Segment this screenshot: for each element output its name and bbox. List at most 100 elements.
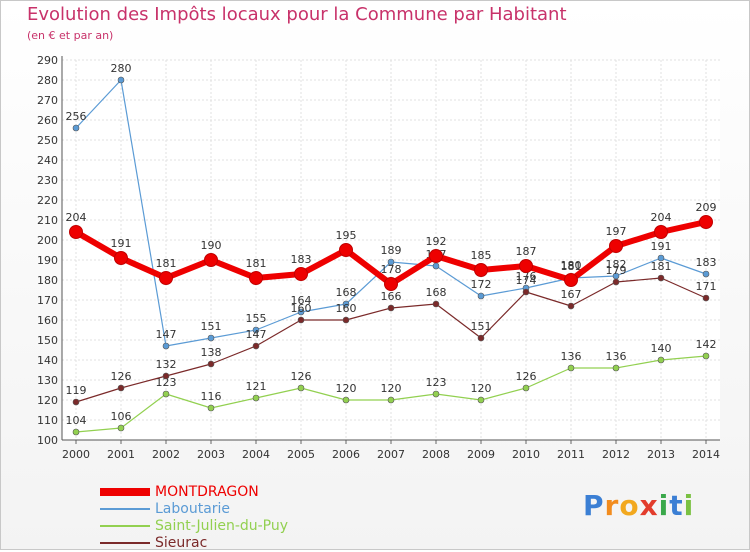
data-label-saint-julien-du-puy: 106 [111,410,132,423]
data-label-montdragon: 197 [606,225,627,238]
y-tick-label: 280 [37,74,58,87]
data-point-saint-julien-du-puy [297,384,305,392]
data-label-sieurac: 179 [606,264,627,277]
data-point-saint-julien-du-puy [477,396,485,404]
data-label-laboutarie: 168 [336,286,357,299]
data-label-montdragon: 181 [156,257,177,270]
data-label-sieurac: 138 [201,346,222,359]
legend-swatch [100,488,150,496]
data-point-sieurac [72,398,80,406]
data-point-sieurac [702,294,710,302]
data-point-montdragon [204,253,218,267]
data-point-saint-julien-du-puy [612,364,620,372]
data-point-montdragon [294,267,308,281]
data-label-montdragon: 192 [426,235,447,248]
data-point-montdragon [249,271,263,285]
data-point-saint-julien-du-puy [342,396,350,404]
legend-label: Laboutarie [155,501,231,517]
data-point-sieurac [522,288,530,296]
y-tick-label: 290 [37,54,58,67]
x-tick-label: 2009 [467,448,495,461]
data-label-saint-julien-du-puy: 116 [201,390,222,403]
x-tick-label: 2012 [602,448,630,461]
x-tick-label: 2007 [377,448,405,461]
data-point-saint-julien-du-puy [207,404,215,412]
data-label-montdragon: 180 [561,259,582,272]
data-point-montdragon [654,225,668,239]
legend-swatch [100,542,150,544]
y-tick-label: 140 [37,354,58,367]
data-label-montdragon: 178 [381,263,402,276]
data-point-saint-julien-du-puy [522,384,530,392]
legend-label: Saint-Julien-du-Puy [155,518,289,534]
y-tick-label: 240 [37,154,58,167]
data-point-laboutarie [297,308,305,316]
data-point-montdragon [474,263,488,277]
data-label-sieurac: 168 [426,286,447,299]
x-tick-label: 2011 [557,448,585,461]
data-point-laboutarie [477,292,485,300]
data-label-saint-julien-du-puy: 126 [516,370,537,383]
x-tick-label: 2005 [287,448,315,461]
data-label-laboutarie: 256 [66,110,87,123]
x-tick-label: 2001 [107,448,135,461]
legend-swatch [100,525,150,527]
data-label-saint-julien-du-puy: 120 [471,382,492,395]
y-tick-label: 270 [37,94,58,107]
data-point-saint-julien-du-puy [252,394,260,402]
data-label-sieurac: 132 [156,358,177,371]
x-tick-label: 2004 [242,448,270,461]
proxiti-logo: Proxiti [583,489,694,522]
data-point-sieurac [567,302,575,310]
data-label-sieurac: 119 [66,384,87,397]
data-point-sieurac [117,384,125,392]
data-point-saint-julien-du-puy [657,356,665,364]
data-label-montdragon: 195 [336,229,357,242]
data-point-laboutarie [207,334,215,342]
data-label-saint-julien-du-puy: 121 [246,380,267,393]
data-label-sieurac: 171 [696,280,717,293]
data-point-laboutarie [117,76,125,84]
y-tick-label: 260 [37,114,58,127]
data-point-laboutarie [387,258,395,266]
legend-label: Sieurac [155,535,208,551]
data-point-saint-julien-du-puy [162,390,170,398]
data-point-montdragon [429,249,443,263]
data-label-laboutarie: 191 [651,240,672,253]
data-label-sieurac: 181 [651,260,672,273]
data-point-montdragon [699,215,713,229]
data-label-laboutarie: 151 [201,320,222,333]
data-label-saint-julien-du-puy: 136 [561,350,582,363]
data-label-montdragon: 209 [696,201,717,214]
logo-letter: r [604,489,620,522]
data-point-saint-julien-du-puy [387,396,395,404]
data-label-saint-julien-du-puy: 140 [651,342,672,355]
x-tick-label: 2014 [692,448,720,461]
chart-subtitle: (en € et par an) [27,29,114,42]
data-point-laboutarie [162,342,170,350]
data-label-saint-julien-du-puy: 120 [381,382,402,395]
data-point-laboutarie [432,262,440,270]
data-point-laboutarie [702,270,710,278]
data-point-sieurac [252,342,260,350]
data-point-sieurac [342,316,350,324]
y-tick-label: 110 [37,414,58,427]
logo-letter: i [683,489,695,522]
data-label-saint-julien-du-puy: 123 [156,376,177,389]
data-point-montdragon [609,239,623,253]
data-label-laboutarie: 155 [246,312,267,325]
data-point-laboutarie [342,300,350,308]
logo-letter: P [583,489,605,522]
data-label-saint-julien-du-puy: 120 [336,382,357,395]
y-tick-label: 120 [37,394,58,407]
data-point-saint-julien-du-puy [432,390,440,398]
x-tick-label: 2002 [152,448,180,461]
data-point-montdragon [519,259,533,273]
y-tick-label: 170 [37,294,58,307]
data-label-laboutarie: 147 [156,328,177,341]
x-tick-label: 2003 [197,448,225,461]
data-label-sieurac: 147 [246,328,267,341]
data-label-laboutarie: 183 [696,256,717,269]
data-point-montdragon [564,273,578,287]
